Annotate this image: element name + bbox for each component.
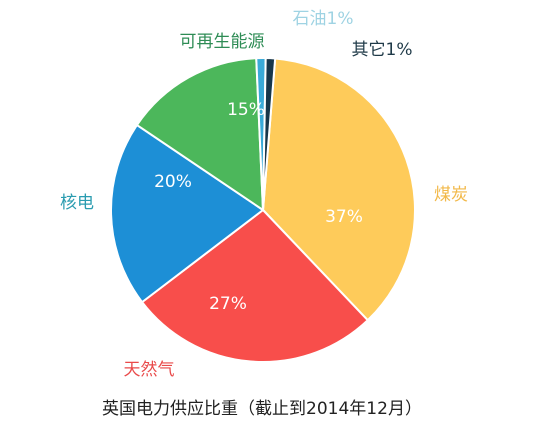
percentage-labels: 37% 27% 20% 15%: [154, 100, 363, 314]
category-label-oil: 石油1%: [293, 9, 354, 29]
pct-label-renewable: 15%: [227, 100, 265, 120]
chart-title: 英国电力供应比重（截止到2014年12月）: [102, 399, 422, 419]
category-label-gas: 天然气: [124, 360, 175, 380]
pie-slice-other: [262, 57, 277, 211]
pie-slice-coal: [262, 57, 416, 322]
pct-label-nuclear: 20%: [154, 172, 192, 192]
pie-slices: [109, 56, 416, 363]
pie-slice-renewable: [135, 57, 264, 211]
pie-slice-nuclear: [109, 124, 264, 304]
category-label-renewable: 可再生能源: [180, 32, 265, 52]
pct-label-coal: 37%: [325, 207, 363, 227]
category-label-other: 其它1%: [352, 40, 413, 60]
category-label-nuclear: 核电: [60, 193, 94, 213]
category-label-coal: 煤炭: [434, 185, 468, 205]
pie-slice-gas: [141, 209, 369, 363]
pct-label-gas: 27%: [209, 294, 247, 314]
